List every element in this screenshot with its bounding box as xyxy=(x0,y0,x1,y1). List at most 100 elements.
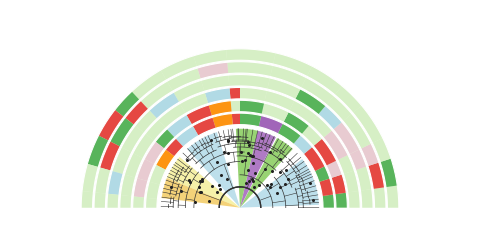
Polygon shape xyxy=(228,74,240,86)
Polygon shape xyxy=(229,87,240,99)
Polygon shape xyxy=(81,49,399,208)
Polygon shape xyxy=(120,87,360,208)
Polygon shape xyxy=(289,100,317,124)
Polygon shape xyxy=(132,100,348,208)
Polygon shape xyxy=(107,74,373,208)
Polygon shape xyxy=(193,117,216,136)
Polygon shape xyxy=(240,131,276,208)
Polygon shape xyxy=(349,149,367,170)
Polygon shape xyxy=(313,139,336,166)
Polygon shape xyxy=(335,86,361,113)
Polygon shape xyxy=(315,166,330,182)
Polygon shape xyxy=(156,129,175,148)
Polygon shape xyxy=(149,92,179,119)
Polygon shape xyxy=(82,164,98,192)
Polygon shape xyxy=(236,129,258,208)
Polygon shape xyxy=(326,160,342,178)
Polygon shape xyxy=(240,87,267,102)
Polygon shape xyxy=(318,106,342,129)
Polygon shape xyxy=(145,113,335,208)
Polygon shape xyxy=(348,191,360,208)
Polygon shape xyxy=(353,106,383,143)
Polygon shape xyxy=(186,105,212,124)
Polygon shape xyxy=(133,134,154,158)
Polygon shape xyxy=(94,192,106,208)
Polygon shape xyxy=(301,125,322,146)
Polygon shape xyxy=(310,116,332,138)
Polygon shape xyxy=(335,193,348,208)
Polygon shape xyxy=(141,81,173,109)
Polygon shape xyxy=(115,91,140,117)
Polygon shape xyxy=(360,189,373,208)
Polygon shape xyxy=(158,104,186,128)
Polygon shape xyxy=(180,93,208,113)
Polygon shape xyxy=(386,185,399,208)
Polygon shape xyxy=(94,62,386,208)
Polygon shape xyxy=(133,178,148,198)
Polygon shape xyxy=(284,112,309,134)
Polygon shape xyxy=(146,182,160,199)
Polygon shape xyxy=(259,116,283,134)
Polygon shape xyxy=(100,141,120,171)
Polygon shape xyxy=(137,159,155,181)
Polygon shape xyxy=(107,194,119,208)
Polygon shape xyxy=(167,115,192,137)
Polygon shape xyxy=(120,174,135,196)
Polygon shape xyxy=(212,113,233,128)
Polygon shape xyxy=(205,88,230,104)
Polygon shape xyxy=(156,149,175,170)
Polygon shape xyxy=(373,187,386,208)
Polygon shape xyxy=(368,162,384,189)
Polygon shape xyxy=(209,101,232,116)
Polygon shape xyxy=(240,138,293,208)
Bar xyxy=(22,208,458,245)
Polygon shape xyxy=(278,123,301,144)
Polygon shape xyxy=(173,80,204,102)
Polygon shape xyxy=(162,178,240,208)
Polygon shape xyxy=(187,132,240,208)
Polygon shape xyxy=(240,49,276,64)
Polygon shape xyxy=(240,113,261,127)
Polygon shape xyxy=(144,142,165,164)
Polygon shape xyxy=(240,100,264,114)
Polygon shape xyxy=(232,113,240,125)
Polygon shape xyxy=(201,75,229,91)
Polygon shape xyxy=(361,144,379,166)
Polygon shape xyxy=(240,159,319,208)
Polygon shape xyxy=(372,138,391,162)
Polygon shape xyxy=(240,62,273,76)
Polygon shape xyxy=(273,53,312,76)
Polygon shape xyxy=(333,122,360,154)
Polygon shape xyxy=(262,103,289,122)
Polygon shape xyxy=(167,68,201,91)
Polygon shape xyxy=(338,155,354,174)
Polygon shape xyxy=(307,66,342,95)
Polygon shape xyxy=(149,165,166,185)
Polygon shape xyxy=(193,49,227,67)
Polygon shape xyxy=(270,65,306,88)
Polygon shape xyxy=(167,157,240,208)
Polygon shape xyxy=(108,171,123,195)
Polygon shape xyxy=(135,110,157,133)
Polygon shape xyxy=(267,78,300,99)
Polygon shape xyxy=(166,138,183,157)
Polygon shape xyxy=(98,110,124,141)
Polygon shape xyxy=(110,118,134,147)
Polygon shape xyxy=(124,153,143,178)
Polygon shape xyxy=(295,89,325,114)
Polygon shape xyxy=(326,96,352,121)
Polygon shape xyxy=(231,100,240,112)
Polygon shape xyxy=(380,159,397,187)
Polygon shape xyxy=(322,195,335,208)
Polygon shape xyxy=(176,126,198,147)
Polygon shape xyxy=(87,135,108,167)
Polygon shape xyxy=(324,130,348,160)
Polygon shape xyxy=(161,56,197,80)
Polygon shape xyxy=(264,90,295,111)
Polygon shape xyxy=(112,147,132,174)
Polygon shape xyxy=(240,74,270,89)
Polygon shape xyxy=(120,195,132,208)
Polygon shape xyxy=(81,191,94,208)
Polygon shape xyxy=(343,114,371,149)
Polygon shape xyxy=(344,171,359,193)
